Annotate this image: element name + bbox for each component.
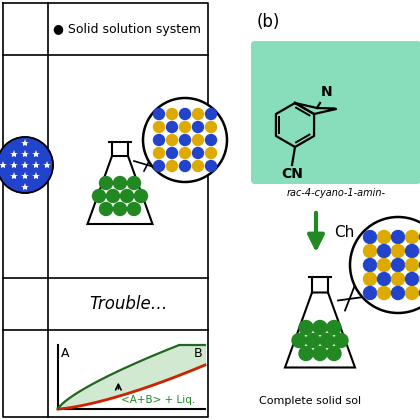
Circle shape (405, 244, 418, 257)
Circle shape (405, 231, 418, 244)
Circle shape (306, 333, 320, 347)
Text: CN: CN (281, 167, 303, 181)
Circle shape (179, 121, 191, 132)
Circle shape (166, 134, 178, 145)
Circle shape (320, 333, 334, 347)
Circle shape (378, 273, 391, 286)
Circle shape (405, 273, 418, 286)
Circle shape (179, 160, 191, 171)
Circle shape (113, 176, 126, 189)
Circle shape (179, 134, 191, 145)
Circle shape (378, 244, 391, 257)
Circle shape (192, 108, 204, 120)
Circle shape (313, 346, 327, 360)
Circle shape (391, 258, 404, 271)
Text: Ch: Ch (334, 225, 354, 240)
Circle shape (378, 258, 391, 271)
Circle shape (391, 244, 404, 257)
Text: <A+B> + Liq.: <A+B> + Liq. (121, 395, 196, 405)
Circle shape (299, 320, 313, 334)
Circle shape (350, 217, 420, 313)
Circle shape (391, 273, 404, 286)
Circle shape (363, 273, 376, 286)
Circle shape (205, 121, 216, 132)
Circle shape (192, 147, 204, 158)
Text: Trouble…: Trouble… (89, 295, 167, 313)
Circle shape (192, 160, 204, 171)
Circle shape (153, 147, 165, 158)
Circle shape (378, 231, 391, 244)
Text: N: N (321, 85, 333, 99)
Circle shape (363, 286, 376, 299)
Circle shape (363, 258, 376, 271)
Text: B: B (193, 347, 202, 360)
Circle shape (205, 134, 216, 145)
FancyBboxPatch shape (251, 41, 420, 184)
Text: Complete solid sol: Complete solid sol (259, 396, 361, 405)
Text: A: A (61, 347, 69, 360)
Circle shape (292, 333, 306, 347)
Circle shape (391, 231, 404, 244)
Text: ● Solid solution system: ● Solid solution system (53, 24, 201, 37)
Circle shape (128, 176, 141, 189)
Text: rac-4-cyano-1-amin-: rac-4-cyano-1-amin- (286, 188, 386, 198)
Circle shape (134, 189, 147, 202)
Circle shape (166, 147, 178, 158)
Circle shape (363, 244, 376, 257)
Circle shape (205, 160, 216, 171)
Circle shape (100, 202, 113, 215)
Text: (b): (b) (256, 13, 280, 31)
Circle shape (334, 333, 348, 347)
Circle shape (179, 108, 191, 120)
Circle shape (166, 121, 178, 132)
Circle shape (405, 286, 418, 299)
Circle shape (205, 147, 216, 158)
Circle shape (0, 137, 53, 193)
Circle shape (378, 286, 391, 299)
Circle shape (166, 108, 178, 120)
Circle shape (100, 176, 113, 189)
Circle shape (313, 320, 327, 334)
Circle shape (405, 258, 418, 271)
Circle shape (192, 134, 204, 145)
Circle shape (166, 160, 178, 171)
Circle shape (153, 160, 165, 171)
Circle shape (107, 189, 120, 202)
Circle shape (327, 346, 341, 360)
Circle shape (299, 346, 313, 360)
Circle shape (205, 108, 216, 120)
Circle shape (327, 320, 341, 334)
Circle shape (143, 98, 227, 182)
Circle shape (153, 134, 165, 145)
Circle shape (192, 121, 204, 132)
Circle shape (92, 189, 105, 202)
Circle shape (363, 231, 376, 244)
Circle shape (113, 202, 126, 215)
Circle shape (121, 189, 134, 202)
Circle shape (128, 202, 141, 215)
Circle shape (153, 121, 165, 132)
Circle shape (179, 147, 191, 158)
Circle shape (153, 108, 165, 120)
Circle shape (391, 286, 404, 299)
